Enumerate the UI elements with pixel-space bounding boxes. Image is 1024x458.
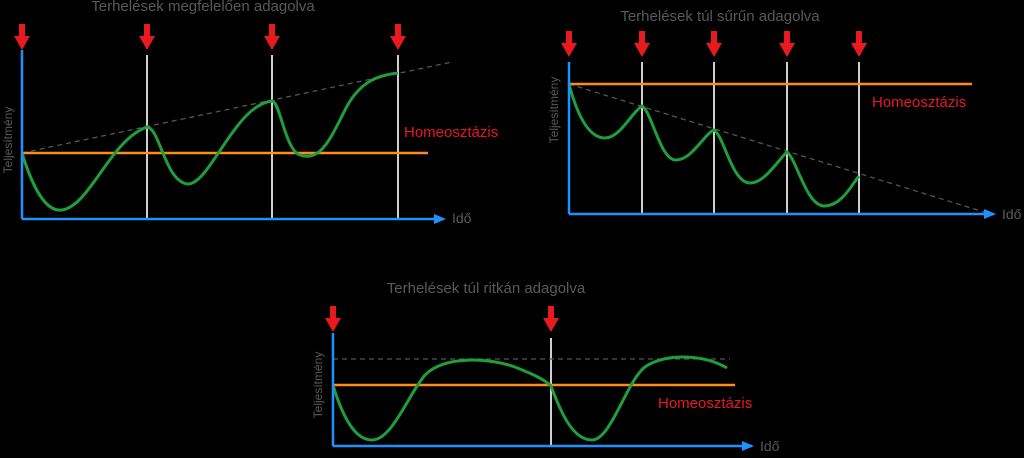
- load-arrow-icon: [390, 24, 406, 50]
- panel-too-rare-loading: Terhelések túl ritkán adagolva Homeosztá…: [311, 280, 780, 454]
- x-axis-label: Idő: [760, 438, 780, 454]
- load-arrow-icon: [851, 31, 867, 57]
- panel-title: Terhelések megfelelően adagolva: [91, 0, 315, 15]
- load-arrow-icon: [634, 31, 650, 57]
- performance-curve: [567, 83, 861, 208]
- panel-appropriate-loading: Terhelések megfelelően adagolva Homeoszt…: [1, 0, 498, 226]
- load-arrow-icon: [706, 31, 722, 57]
- x-axis-label: Idő: [452, 210, 472, 226]
- load-arrow-icon: [779, 31, 795, 57]
- y-axis-label: Teljesítmény: [311, 352, 325, 419]
- panel-too-frequent-loading: Terhelések túl sűrűn adagolva Homeosztáz…: [547, 8, 1022, 222]
- panel-title: Terhelések túl ritkán adagolva: [387, 280, 586, 297]
- y-axis-label: Teljesítmény: [547, 77, 561, 144]
- load-arrow-icon: [264, 24, 280, 50]
- load-arrow-icon: [325, 306, 341, 332]
- homeostasis-label: Homeosztázis: [658, 395, 752, 412]
- homeostasis-label: Homeosztázis: [404, 124, 498, 141]
- x-axis-label: Idő: [1002, 206, 1022, 222]
- trend-line: [21, 61, 453, 154]
- trend-line: [568, 83, 985, 213]
- performance-curve: [20, 71, 399, 212]
- load-arrow-icon: [14, 24, 30, 50]
- load-arrow-icon: [139, 24, 155, 50]
- load-arrow-icon: [561, 31, 577, 57]
- y-axis-label: Teljesítmény: [1, 107, 15, 174]
- homeostasis-label: Homeosztázis: [872, 94, 966, 111]
- performance-curve: [331, 355, 728, 442]
- panel-title: Terhelések túl sűrűn adagolva: [620, 8, 820, 25]
- load-arrow-icon: [543, 306, 559, 332]
